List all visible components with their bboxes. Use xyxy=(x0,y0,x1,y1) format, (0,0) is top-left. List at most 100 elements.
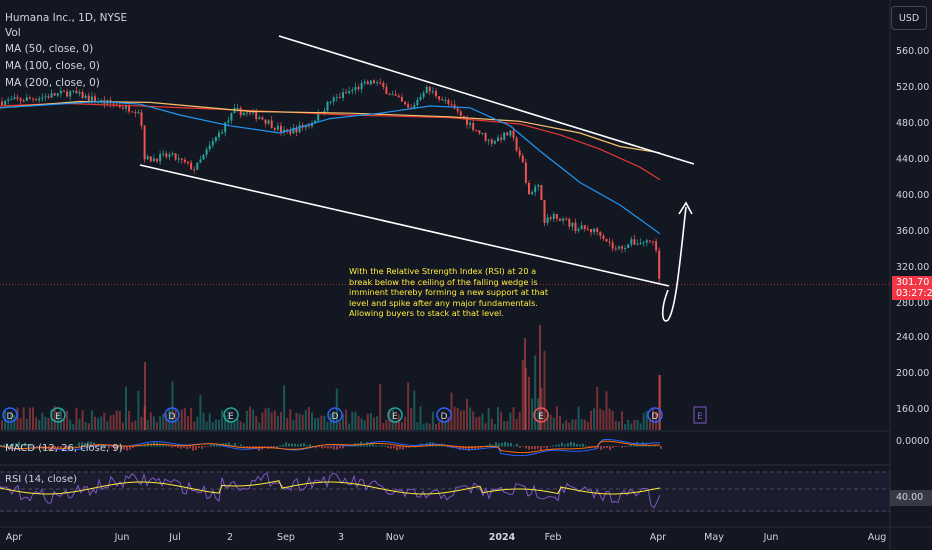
macd-histogram-bar xyxy=(9,445,11,447)
candle-body xyxy=(218,132,220,138)
volume-bar xyxy=(503,421,506,430)
candle-body xyxy=(276,125,279,130)
macd-histogram-bar xyxy=(180,446,182,449)
volume-bar xyxy=(137,390,140,430)
volume-bar xyxy=(512,407,515,430)
macd-histogram-bar xyxy=(531,446,533,450)
candle-body xyxy=(382,82,385,87)
macd-histogram-bar xyxy=(522,446,524,447)
volume-bar xyxy=(283,385,286,430)
volume-bar xyxy=(47,418,50,430)
macd-histogram-bar xyxy=(399,446,401,450)
candle-body xyxy=(608,241,611,243)
volume-bar xyxy=(44,416,47,430)
candle-body xyxy=(32,98,34,100)
candle-body xyxy=(267,120,270,124)
volume-bar xyxy=(168,408,171,430)
candle-body xyxy=(25,97,28,101)
candle-body xyxy=(13,97,16,100)
price-tick: 360.00 xyxy=(896,226,930,237)
candle-body xyxy=(568,218,571,227)
macd-histogram-bar xyxy=(195,446,197,450)
macd-histogram-bar xyxy=(585,445,587,447)
macd-histogram-bar xyxy=(528,446,530,450)
volume-bar xyxy=(577,406,580,430)
volume-spike xyxy=(144,362,146,430)
price-tick: 400.00 xyxy=(896,190,930,201)
volume-bar xyxy=(385,419,388,430)
ma200-label: MA (200, close, 0) xyxy=(5,77,100,89)
volume-bar xyxy=(13,414,16,430)
macd-histogram-bar xyxy=(534,446,536,450)
candle-body xyxy=(152,158,155,162)
currency-button[interactable]: USD xyxy=(891,6,927,30)
volume-bar xyxy=(7,419,10,430)
event-marker xyxy=(2,407,18,423)
volume-bar xyxy=(416,422,419,430)
price-tick: 320.00 xyxy=(896,262,930,273)
macd-histogram-bar xyxy=(606,446,608,449)
volume-bar xyxy=(273,410,276,430)
volume-bar xyxy=(639,423,642,430)
macd-histogram-bar xyxy=(459,446,461,450)
macd-histogram-bar xyxy=(90,441,92,447)
volume-bar xyxy=(78,419,81,430)
macd-histogram-bar xyxy=(294,443,296,447)
rsi-label: RSI (14, close) xyxy=(5,474,78,485)
volume-bar xyxy=(326,421,329,430)
macd-histogram-bar xyxy=(612,446,614,448)
volume-bar xyxy=(605,391,608,430)
candle-body xyxy=(273,127,276,130)
projection-arrow xyxy=(661,206,687,322)
macd-histogram-bar xyxy=(579,444,581,447)
event-marker-label: D xyxy=(169,412,176,422)
candle-body xyxy=(168,154,171,157)
candle-body xyxy=(475,130,478,132)
time-tick: Jul xyxy=(169,532,181,543)
volume-bar xyxy=(165,413,168,430)
volume-bar xyxy=(382,423,385,430)
last-price-label: 301.70 03:27:20 xyxy=(892,276,932,300)
candle-body xyxy=(53,93,56,96)
candle-body xyxy=(22,100,25,102)
candle-body xyxy=(255,111,258,119)
candle-body xyxy=(180,158,183,160)
candle-body xyxy=(360,83,363,89)
macd-histogram-bar xyxy=(288,443,290,447)
event-marker-label: E xyxy=(55,412,61,422)
macd-histogram-bar xyxy=(513,445,515,447)
candle-body xyxy=(599,231,602,236)
volume-bar xyxy=(118,410,121,430)
volume-bar xyxy=(292,419,295,430)
volume-bar xyxy=(342,414,344,430)
ma100-line xyxy=(0,102,661,181)
event-marker-label: E xyxy=(697,412,703,422)
candle-body xyxy=(335,97,338,99)
macd-histogram-bar xyxy=(141,445,143,447)
volume-bar xyxy=(128,410,131,430)
price-tick: 200.00 xyxy=(896,368,930,379)
volume-bar xyxy=(528,376,530,430)
macd-histogram-bar xyxy=(126,446,128,451)
volume-bar xyxy=(233,422,236,430)
volume-bar xyxy=(239,421,242,430)
time-tick: Jun xyxy=(114,532,130,543)
candle-body xyxy=(75,90,78,94)
candle-body xyxy=(590,229,592,233)
volume-bar xyxy=(593,408,596,430)
macd-histogram-bar xyxy=(636,441,638,447)
candle-body xyxy=(298,125,301,133)
volume-bar xyxy=(227,410,230,430)
candle-body xyxy=(28,97,31,99)
candle-body xyxy=(44,96,47,98)
macd-histogram-bar xyxy=(228,442,230,447)
macd-histogram-bar xyxy=(474,446,476,450)
rsi-ma-line xyxy=(0,480,661,495)
macd-histogram-bar xyxy=(342,446,344,449)
candle-body xyxy=(630,239,633,245)
volume-bar xyxy=(546,412,549,430)
volume-bar xyxy=(311,412,313,430)
candle-body xyxy=(94,96,96,102)
macd-histogram-bar xyxy=(15,443,17,447)
